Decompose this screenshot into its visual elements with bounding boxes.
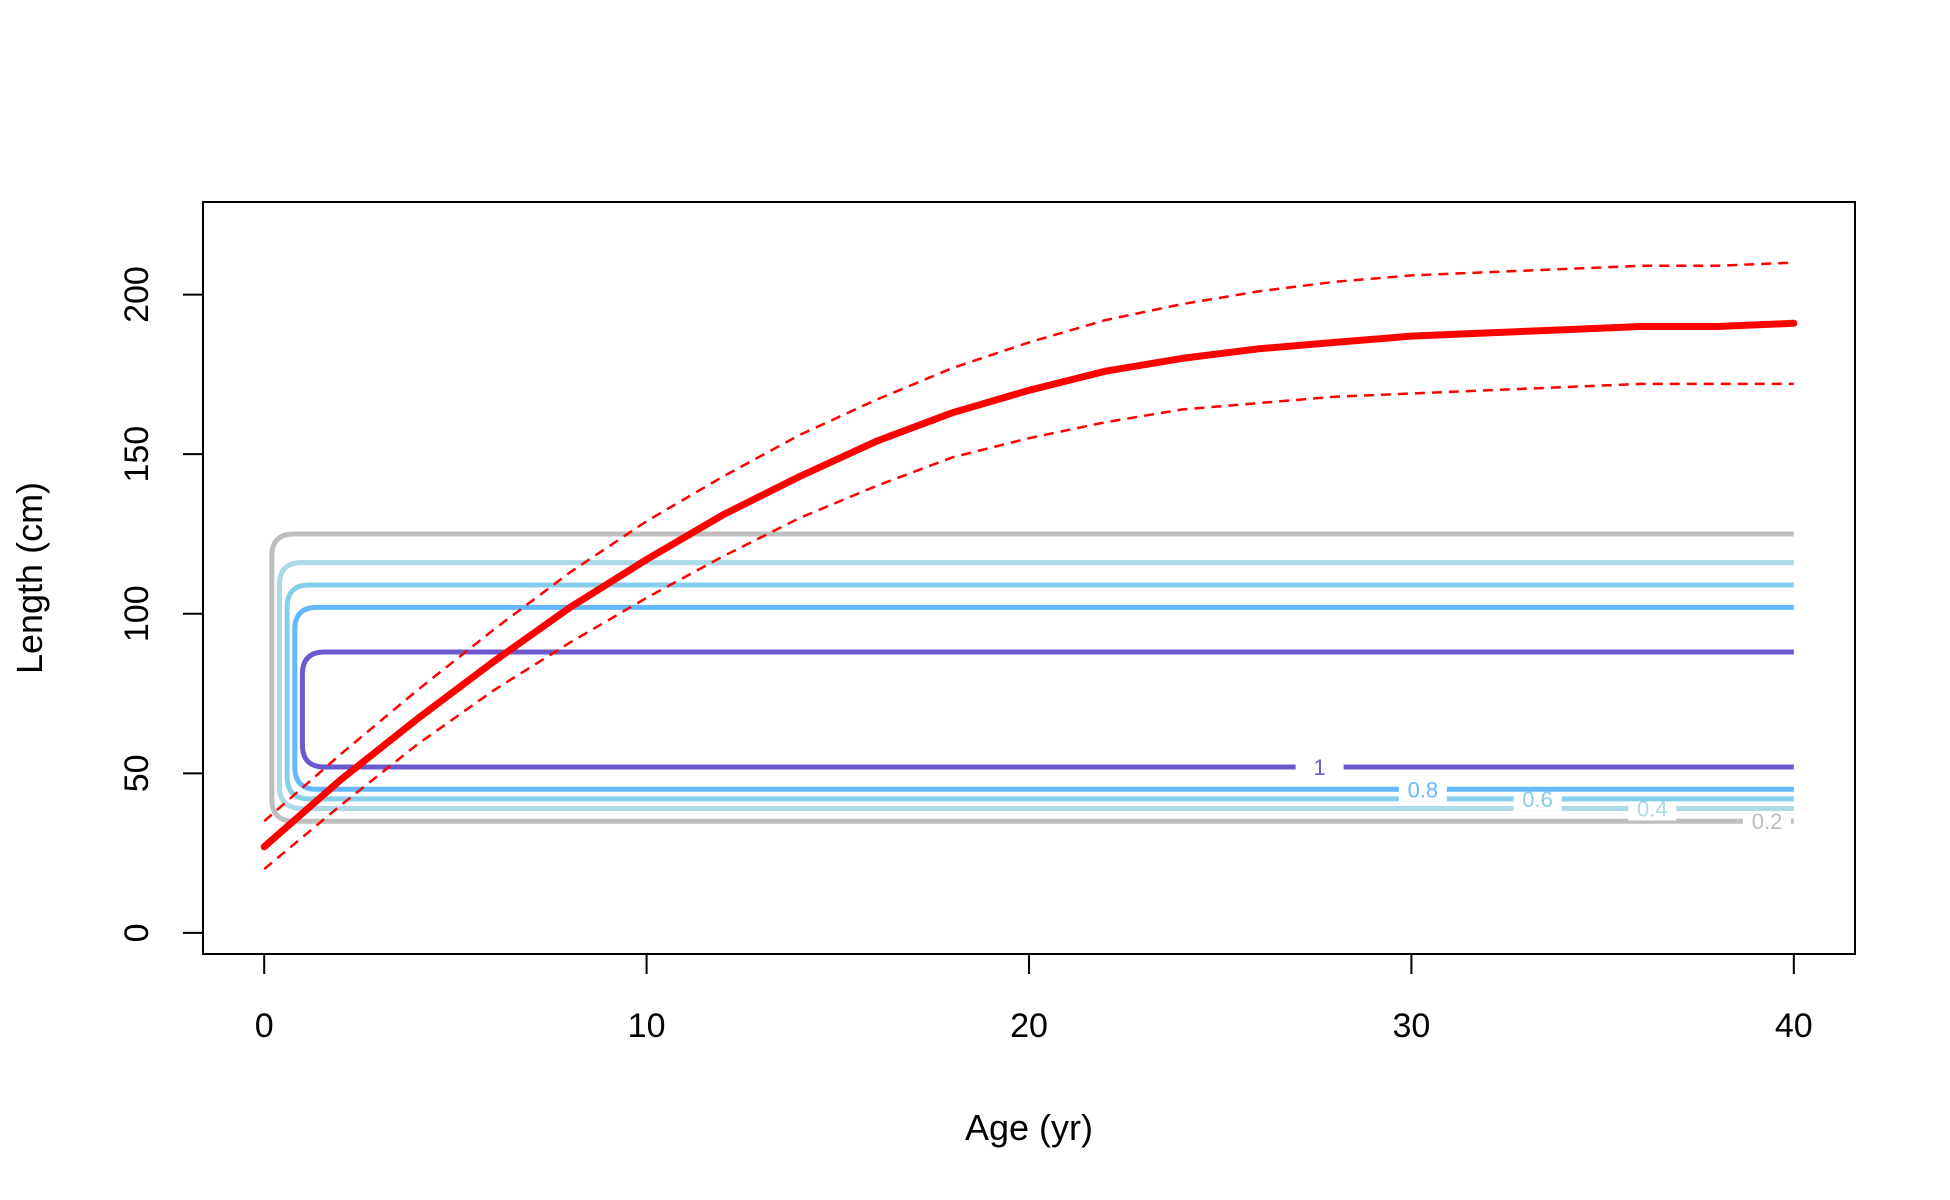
- y-tick-label: 100: [118, 585, 156, 642]
- x-axis: 0 10 20 30 40: [255, 953, 1813, 1045]
- y-tick-label: 200: [118, 266, 156, 323]
- contour-group: 0.20.40.60.81: [269, 531, 1794, 834]
- contour-label-0.2: 0.2: [1752, 809, 1783, 834]
- x-tick-label: 20: [1010, 1007, 1048, 1045]
- x-tick-label: 0: [255, 1007, 274, 1045]
- contour-label-gap: [1398, 777, 1447, 802]
- y-axis-label: Length (cm): [9, 482, 50, 674]
- x-tick-label: 10: [628, 1007, 666, 1045]
- upper-interval-line: [263, 261, 1794, 823]
- y-tick-label: 150: [118, 426, 156, 483]
- x-axis-label: Age (yr): [965, 1107, 1093, 1148]
- mean-growth-curve: [260, 319, 1798, 851]
- contour-line-0.8: [292, 604, 1794, 792]
- contour-line-0.6: [284, 582, 1794, 802]
- contour-label-gap: [1295, 754, 1344, 779]
- contour-line-1: [299, 649, 1794, 770]
- x-tick-label: 30: [1392, 1007, 1430, 1045]
- y-tick-label: 0: [118, 923, 156, 942]
- contour-line-0.4: [276, 560, 1794, 811]
- contour-line-0.2: [269, 531, 1794, 824]
- x-tick-label: 40: [1775, 1007, 1813, 1045]
- contour-label-gap: [1743, 809, 1792, 834]
- contour-label-0.8: 0.8: [1408, 777, 1439, 802]
- contour-label-1: 1: [1314, 755, 1326, 780]
- y-axis: 0 50 100 150 200: [118, 266, 204, 942]
- y-tick-label: 50: [118, 754, 156, 792]
- lower-interval-line: [263, 382, 1794, 871]
- curve-group: [260, 261, 1798, 871]
